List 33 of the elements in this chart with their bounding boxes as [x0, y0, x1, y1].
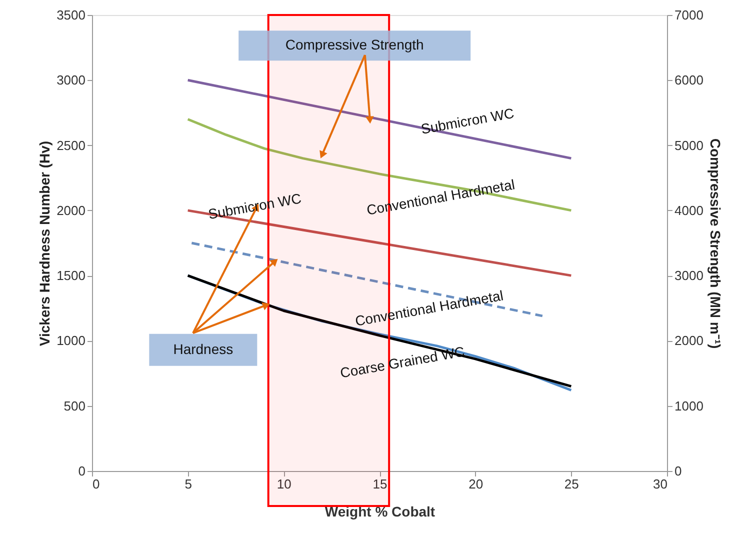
annotation: Hardness	[173, 340, 234, 357]
y2-tick-label: 5000	[674, 138, 704, 153]
y-tick-label: 500	[64, 398, 86, 414]
x-tick-label: 10	[276, 476, 292, 492]
x-tick-label: 30	[653, 476, 668, 492]
y2-axis-title: Compressive Strength (MN m⁻¹)	[707, 138, 724, 349]
y-tick-label: 3500	[56, 8, 86, 22]
y2-tick-label: 2000	[674, 333, 704, 348]
x-tick-label: 25	[564, 476, 579, 492]
annotation: Conventional Hardmetal	[365, 176, 516, 218]
annotation: Submicron WC	[420, 104, 516, 137]
y-tick-label: 2500	[56, 138, 86, 153]
x-tick-label: 20	[468, 476, 484, 492]
y-tick-label: 3000	[56, 72, 86, 88]
y2-tick-label: 1000	[674, 398, 704, 414]
annotation: Submicron WC	[207, 190, 302, 222]
y-tick-label: 1000	[56, 333, 86, 348]
annotation: Compressive Strength	[285, 36, 424, 53]
x-tick-label: 5	[184, 476, 192, 492]
y-tick-label: 0	[78, 464, 86, 478]
y-tick-label: 2000	[56, 202, 86, 218]
y-axis-title: Vickers Hardness Number (Hv)	[36, 140, 53, 346]
x-axis-title: Weight % Cobalt	[324, 504, 436, 520]
y2-tick-label: 0	[674, 464, 682, 478]
x-tick-label: 15	[372, 476, 388, 492]
y2-tick-label: 4000	[674, 202, 704, 218]
y-tick-label: 1500	[56, 268, 86, 284]
annotation: Conventional Hardmetal	[354, 287, 505, 329]
y2-tick-label: 3000	[674, 268, 704, 284]
annotation: Coarse Grained WC	[338, 343, 466, 381]
y2-tick-label: 7000	[674, 8, 704, 22]
y2-tick-label: 6000	[674, 72, 704, 88]
x-tick-label: 0	[92, 476, 100, 492]
